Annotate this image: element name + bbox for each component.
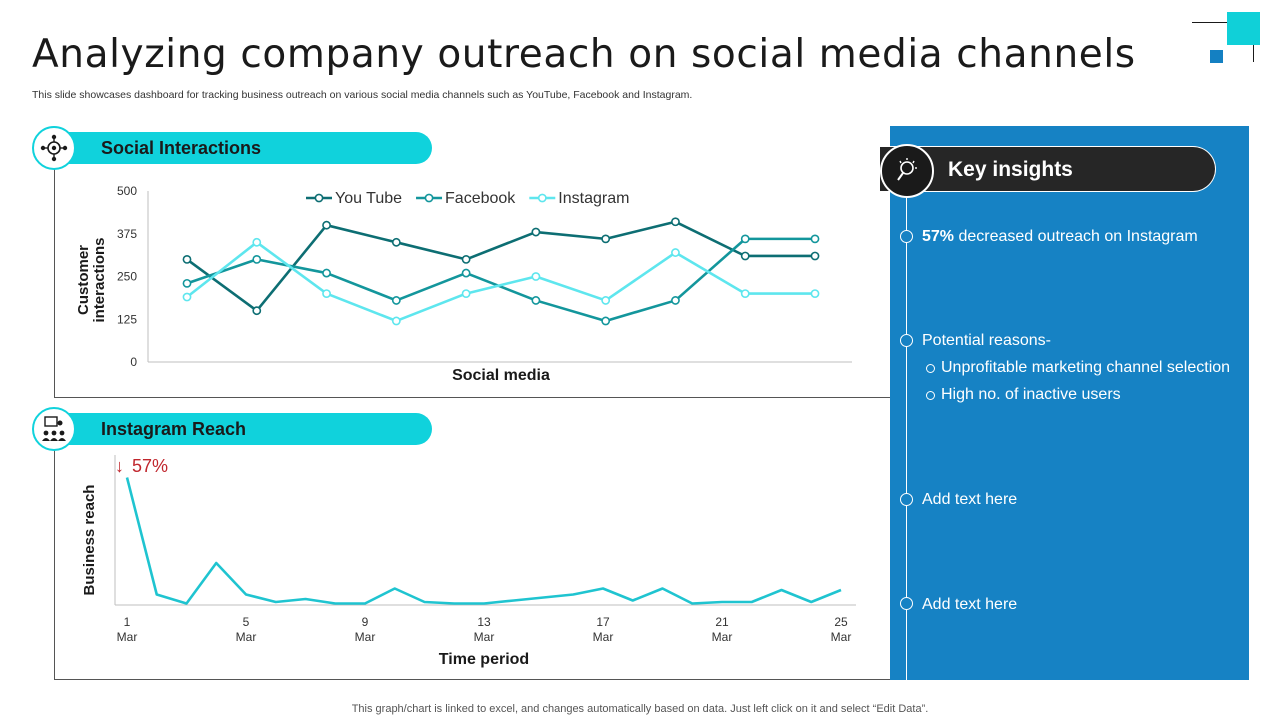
insight-item-1: 57% decreased outreach on Instagram bbox=[922, 228, 1198, 246]
social-interactions-header: Social Interactions bbox=[55, 132, 432, 164]
key-insights-panel: Key insights 57% decreased outreach on I… bbox=[880, 126, 1249, 680]
data-point bbox=[182, 292, 192, 302]
timeline-line bbox=[906, 186, 907, 680]
key-insights-header: Key insights bbox=[880, 146, 1216, 192]
y-tick-label: 375 bbox=[117, 227, 137, 241]
footnote: This graph/chart is linked to excel, and… bbox=[351, 703, 929, 715]
sub-bullet bbox=[926, 391, 935, 400]
decorative-square-cyan bbox=[1227, 12, 1260, 45]
data-point bbox=[531, 227, 541, 237]
legend-label: Facebook bbox=[445, 190, 516, 207]
data-point bbox=[671, 248, 680, 257]
series-line bbox=[186, 241, 815, 323]
data-point bbox=[391, 237, 401, 247]
insight-1-value: 57% bbox=[922, 228, 955, 245]
data-point bbox=[601, 296, 611, 305]
data-point bbox=[461, 255, 471, 264]
data-point bbox=[322, 220, 331, 230]
x-tick-sublabel: Mar bbox=[355, 630, 376, 644]
timeline-bullet bbox=[900, 597, 913, 610]
x-tick-label: 17 bbox=[596, 615, 610, 629]
data-point bbox=[671, 217, 680, 227]
data-point bbox=[182, 255, 192, 264]
data-point bbox=[671, 296, 680, 305]
x-tick-label: 1 bbox=[124, 615, 131, 629]
data-point bbox=[252, 237, 262, 247]
x-tick-sublabel: Mar bbox=[236, 630, 257, 644]
sub-bullet bbox=[926, 364, 935, 373]
instagram-reach-frame bbox=[54, 440, 890, 680]
social-interactions-frame bbox=[54, 165, 890, 398]
insight-reason-1: Unprofitable marketing channel selection bbox=[941, 359, 1231, 376]
reach-line bbox=[125, 477, 842, 605]
x-tick-label: 13 bbox=[477, 615, 491, 629]
x-axis-label: Time period bbox=[439, 651, 529, 668]
data-point bbox=[322, 289, 331, 298]
timeline-bullet bbox=[900, 334, 913, 347]
insight-item-4[interactable]: Add text here bbox=[922, 596, 1018, 613]
decorative-line bbox=[1192, 22, 1254, 23]
x-tick-label: 25 bbox=[834, 615, 848, 629]
insight-reason-2: High no. of inactive users bbox=[941, 386, 1121, 403]
data-point bbox=[740, 289, 750, 298]
x-tick-label: 21 bbox=[715, 615, 729, 629]
data-point bbox=[182, 278, 192, 288]
legend-label: You Tube bbox=[335, 190, 402, 207]
data-point bbox=[601, 316, 611, 326]
insight-1-text: decreased outreach on Instagram bbox=[954, 228, 1198, 245]
x-tick-sublabel: Mar bbox=[831, 630, 852, 644]
data-point bbox=[531, 272, 541, 281]
data-point bbox=[391, 296, 401, 305]
legend-marker bbox=[424, 193, 434, 203]
legend-marker bbox=[314, 193, 324, 203]
data-point bbox=[810, 234, 820, 244]
lightbulb-search-icon bbox=[880, 144, 934, 198]
y-axis-label: Business reach bbox=[81, 485, 98, 596]
x-tick-sublabel: Mar bbox=[593, 630, 614, 644]
insight-item-3[interactable]: Add text here bbox=[922, 491, 1018, 508]
legend-marker bbox=[537, 193, 547, 203]
legend-label: Instagram bbox=[558, 190, 629, 207]
x-axis-label: Social media bbox=[452, 367, 550, 384]
y-axis-label: Customerinteractions bbox=[75, 237, 108, 322]
series-line bbox=[186, 237, 815, 323]
series-line bbox=[186, 220, 815, 312]
y-tick-label: 250 bbox=[117, 270, 137, 284]
page-subtitle: This slide showcases dashboard for track… bbox=[32, 89, 693, 101]
data-point bbox=[740, 234, 750, 244]
data-point bbox=[322, 268, 331, 278]
data-point bbox=[810, 251, 820, 261]
y-tick-label: 0 bbox=[130, 355, 137, 369]
timeline-bullet bbox=[900, 493, 913, 506]
reach-change-annotation: 57% bbox=[132, 456, 168, 476]
data-point bbox=[531, 296, 541, 305]
page-title: Analyzing company outreach on social med… bbox=[32, 32, 1136, 77]
data-point bbox=[252, 306, 262, 316]
data-point bbox=[461, 289, 471, 298]
decorative-square-blue bbox=[1210, 50, 1223, 63]
data-point bbox=[601, 234, 611, 244]
data-point bbox=[252, 255, 262, 264]
instagram-reach-header: Instagram Reach bbox=[55, 413, 432, 445]
x-tick-sublabel: Mar bbox=[117, 630, 138, 644]
x-tick-label: 9 bbox=[362, 615, 369, 629]
insight-item-2: Potential reasons- bbox=[922, 332, 1051, 349]
data-point bbox=[740, 251, 750, 261]
x-tick-sublabel: Mar bbox=[474, 630, 495, 644]
key-insights-title: Key insights bbox=[948, 158, 1073, 181]
network-target-icon bbox=[32, 126, 76, 170]
presentation-audience-icon bbox=[32, 407, 76, 451]
data-point bbox=[461, 268, 471, 278]
x-tick-sublabel: Mar bbox=[712, 630, 733, 644]
y-tick-label: 125 bbox=[117, 312, 137, 326]
x-tick-label: 5 bbox=[243, 615, 250, 629]
y-tick-label: 500 bbox=[117, 184, 137, 198]
down-arrow-icon: ↓ bbox=[115, 456, 124, 476]
data-point bbox=[391, 316, 401, 326]
timeline-bullet bbox=[900, 230, 913, 243]
data-point bbox=[810, 289, 820, 298]
